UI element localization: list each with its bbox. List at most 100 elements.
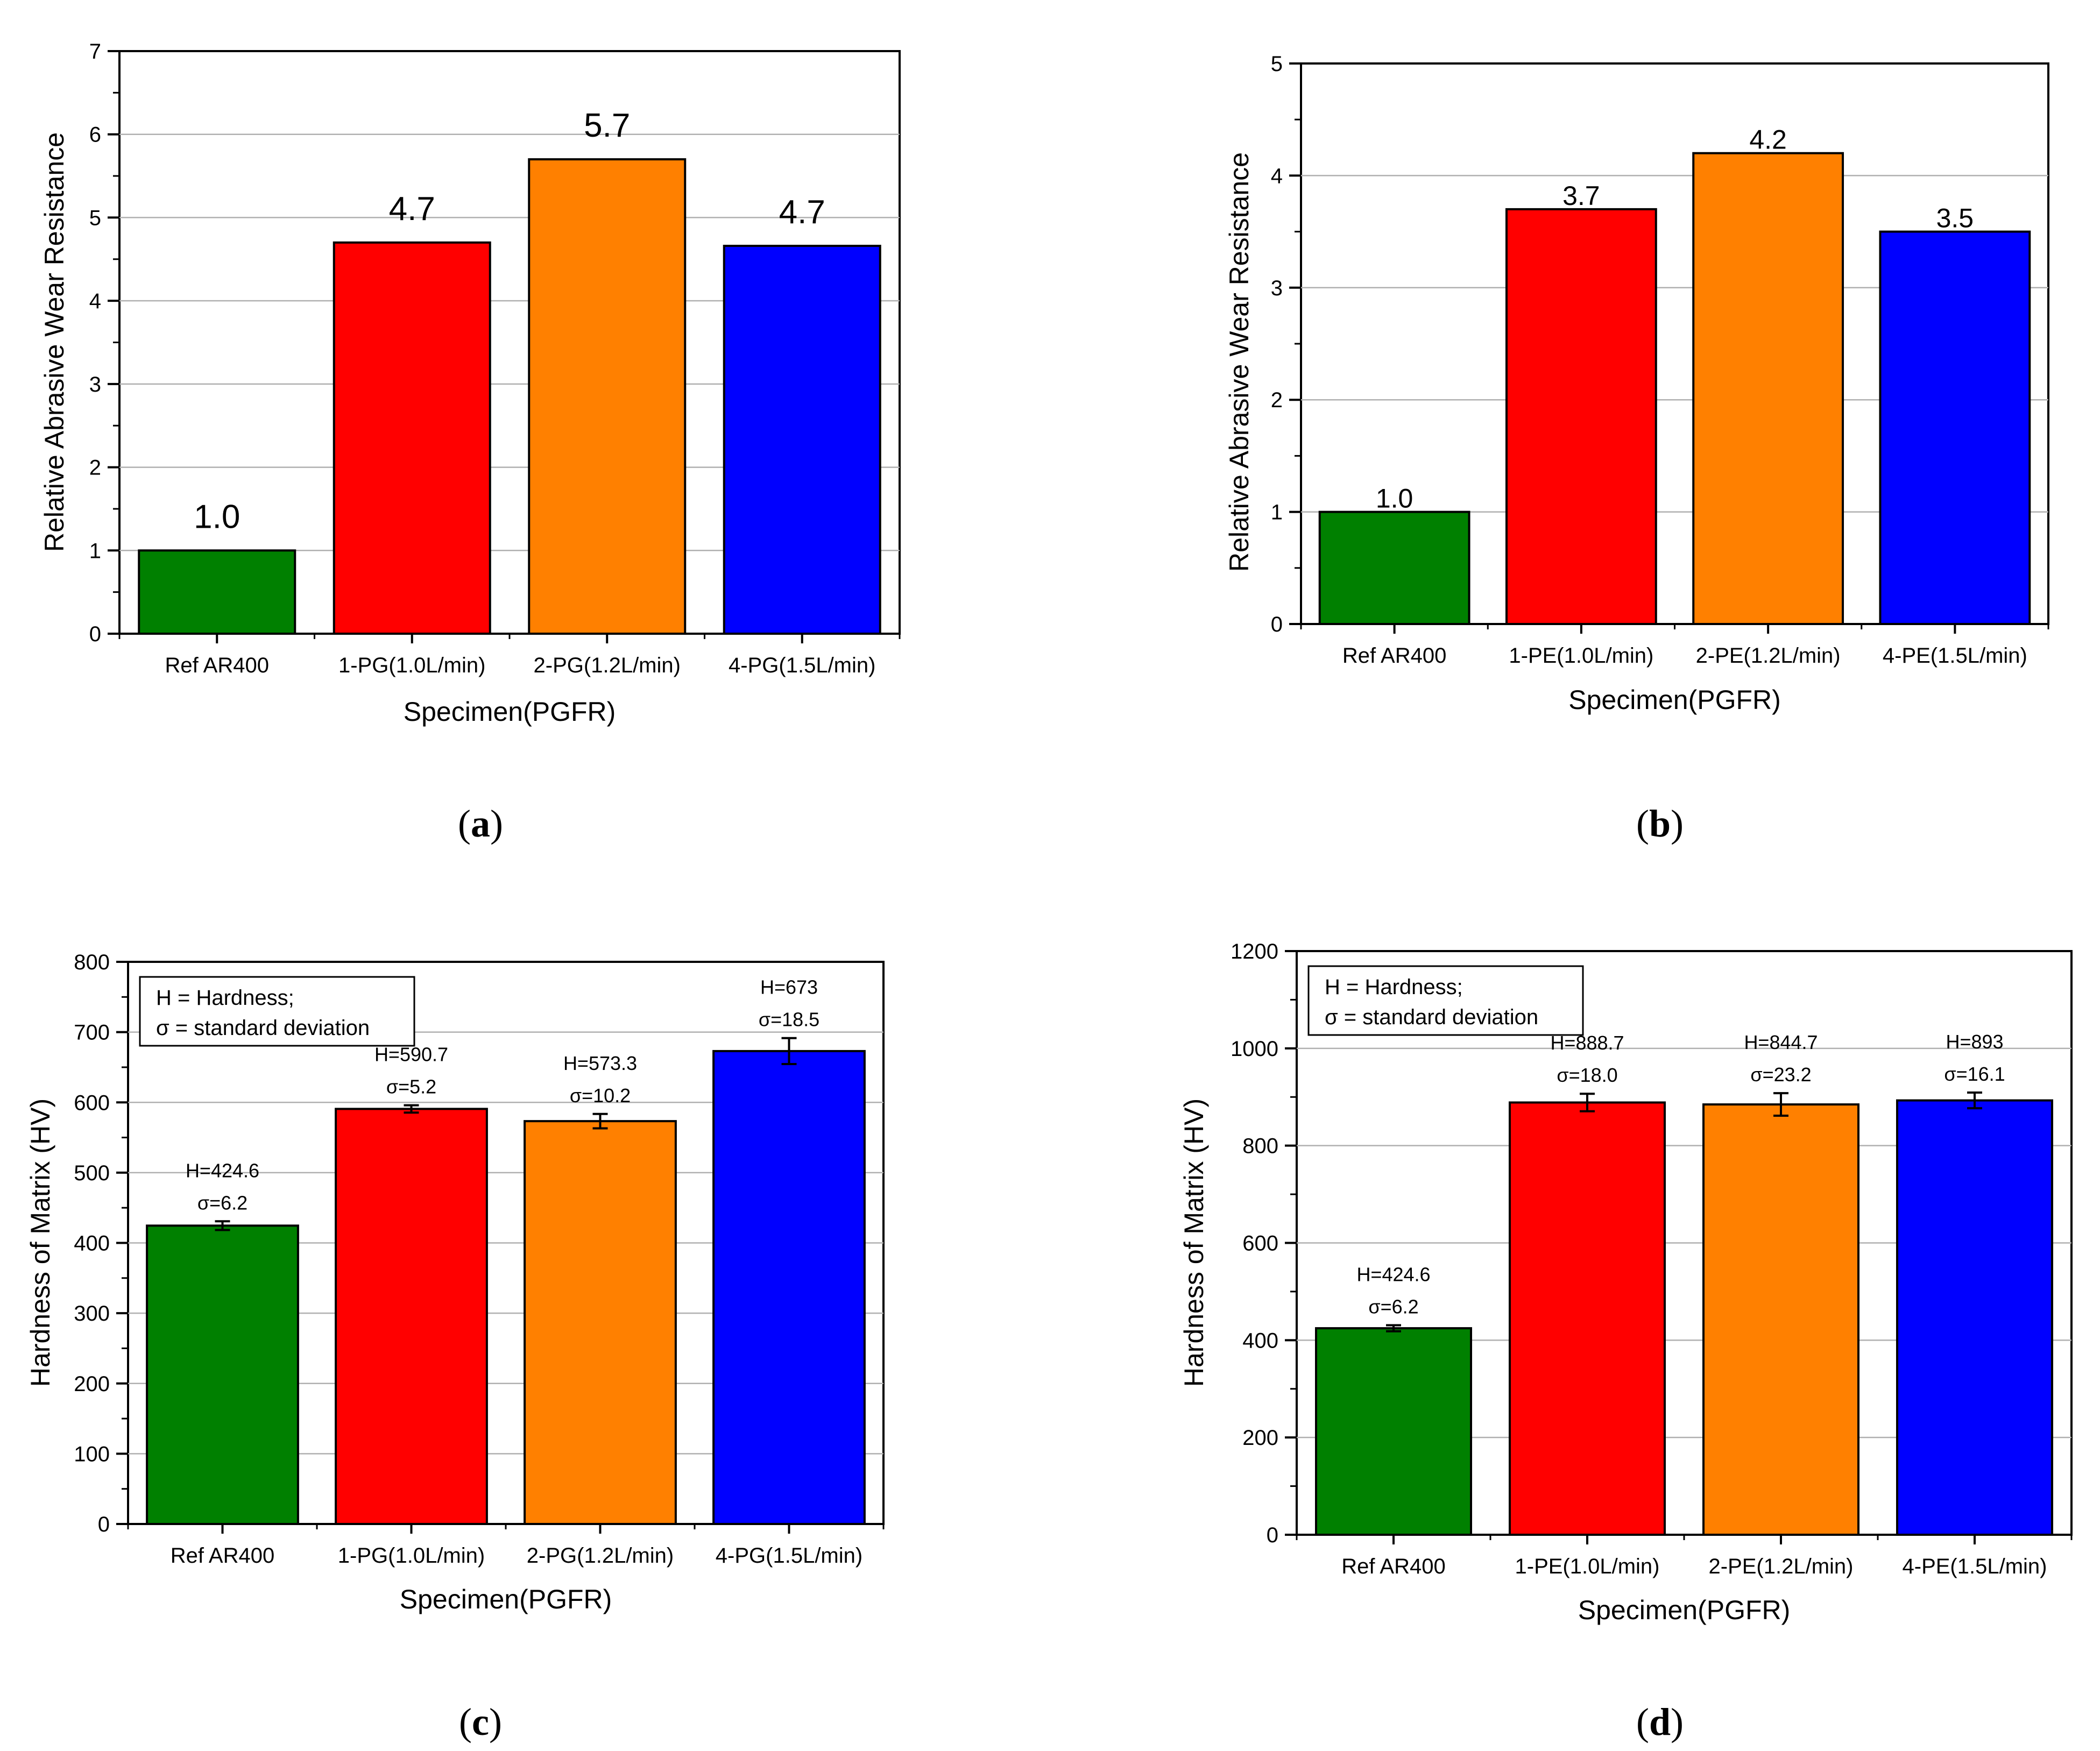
data-label-sigma: σ=18.5 xyxy=(759,1009,819,1031)
y-tick-label: 500 xyxy=(74,1161,110,1185)
data-label-sigma: σ=16.1 xyxy=(1944,1063,2005,1085)
x-tick-label: Ref AR400 xyxy=(1341,1555,1445,1578)
y-tick-label: 1 xyxy=(1271,501,1283,524)
legend-entry: H = Hardness; xyxy=(156,986,294,1010)
caption-open-paren: ( xyxy=(1636,1700,1649,1743)
data-label: 1.0 xyxy=(194,498,240,535)
data-label-h: H=673 xyxy=(760,976,818,998)
y-tick-label: 0 xyxy=(89,622,101,646)
y-tick-label: 400 xyxy=(1242,1329,1278,1352)
panel-caption: (d) xyxy=(1636,1700,1684,1743)
caption-open-paren: ( xyxy=(459,1700,472,1743)
legend-box xyxy=(139,976,415,1047)
y-axis-title: Relative Abrasive Wear Resistance xyxy=(1224,152,1254,572)
y-tick-label: 800 xyxy=(74,951,110,974)
x-tick-label: 1-PE(1.0L/min) xyxy=(1509,644,1653,668)
y-tick-label: 800 xyxy=(1242,1135,1278,1158)
y-axis-title: Hardness of Matrix (HV) xyxy=(25,1098,55,1387)
caption-close-paren: ) xyxy=(489,1700,502,1743)
data-label-sigma: σ=5.2 xyxy=(386,1076,436,1098)
x-tick-label: 1-PE(1.0L/min) xyxy=(1515,1555,1660,1578)
legend-entry: σ = standard deviation xyxy=(1325,1005,1538,1029)
bar-3 xyxy=(1692,152,1844,626)
data-label: 4.7 xyxy=(779,194,825,231)
panel-caption: (a) xyxy=(458,802,503,845)
panel-b: 0 1 2 3 4 5 Ref AR400 1.0 1-PE(1.0L/min) 3.7 2-PE(… xyxy=(1224,52,2049,845)
x-tick-label: Ref AR400 xyxy=(165,654,269,677)
bar-2 xyxy=(1505,208,1657,626)
y-axis-title: Hardness of Matrix (HV) xyxy=(1179,1098,1209,1387)
y-tick-label: 5 xyxy=(1271,52,1283,76)
y-tick-label: 0 xyxy=(98,1513,110,1536)
bar-2 xyxy=(333,241,491,635)
data-label-sigma: σ=6.2 xyxy=(197,1192,248,1214)
x-tick-label: Ref AR400 xyxy=(1342,644,1446,668)
panel-caption: (c) xyxy=(459,1700,502,1743)
legend-box xyxy=(1307,965,1584,1036)
panel-a: 0 1 2 3 4 5 6 7 Ref AR400 1.0 1-PG(1.0L/min) 4.7 2-P… xyxy=(39,40,901,845)
y-tick-label: 4 xyxy=(1271,164,1283,188)
x-tick-label: 1-PG(1.0L/min) xyxy=(338,654,485,677)
x-tick-label: 4-PG(1.5L/min) xyxy=(716,1544,862,1568)
bar-2 xyxy=(335,1108,488,1526)
x-axis-title: Specimen(PGFR) xyxy=(1578,1595,1791,1625)
caption-letter: c xyxy=(472,1700,489,1743)
data-label-sigma: σ=23.2 xyxy=(1750,1064,1811,1086)
data-label-h: H=424.6 xyxy=(1356,1263,1430,1285)
caption-letter: a xyxy=(471,802,490,845)
bar-2 xyxy=(1509,1101,1666,1536)
x-tick-label: 1-PG(1.0L/min) xyxy=(338,1544,485,1568)
x-axis-title: Specimen(PGFR) xyxy=(1568,685,1781,715)
data-label-sigma: σ=18.0 xyxy=(1557,1064,1617,1086)
x-tick-label: 2-PE(1.2L/min) xyxy=(1696,644,1841,668)
x-tick-label: Ref AR400 xyxy=(171,1544,274,1568)
data-label-h: H=893 xyxy=(1946,1031,2003,1053)
data-label-h: H=844.7 xyxy=(1744,1031,1818,1053)
y-tick-label: 2 xyxy=(89,456,101,480)
bar-3 xyxy=(528,158,687,635)
bar-3 xyxy=(524,1120,677,1526)
y-tick-label: 600 xyxy=(74,1091,110,1115)
data-label: 4.7 xyxy=(389,190,435,228)
bar-4 xyxy=(1896,1099,2053,1536)
data-label-h: H=573.3 xyxy=(563,1052,637,1074)
data-label-sigma: σ=10.2 xyxy=(570,1084,631,1107)
bar-1 xyxy=(1315,1327,1472,1536)
y-tick-label: 2 xyxy=(1271,388,1283,412)
bar-1 xyxy=(146,1224,299,1525)
y-tick-label: 200 xyxy=(1242,1426,1278,1450)
data-label-sigma: σ=6.2 xyxy=(1368,1295,1418,1317)
x-tick-label: 2-PG(1.2L/min) xyxy=(534,654,681,677)
bar-4 xyxy=(712,1050,866,1526)
caption-close-paren: ) xyxy=(490,802,503,845)
data-label-h: H=424.6 xyxy=(186,1159,259,1181)
data-label: 5.7 xyxy=(584,107,630,144)
x-tick-label: 4-PE(1.5L/min) xyxy=(1883,644,2027,668)
y-tick-label: 5 xyxy=(89,206,101,230)
bar-1 xyxy=(1318,511,1470,625)
y-tick-label: 700 xyxy=(74,1021,110,1045)
data-label: 3.5 xyxy=(1936,203,1974,233)
y-tick-label: 300 xyxy=(74,1302,110,1325)
y-tick-label: 6 xyxy=(89,123,101,147)
y-axis-title: Relative Abrasive Wear Resistance xyxy=(39,132,69,552)
x-tick-label: 4-PG(1.5L/min) xyxy=(729,654,875,677)
bar-4 xyxy=(1879,230,2031,626)
data-label: 1.0 xyxy=(1376,484,1413,514)
y-tick-label: 3 xyxy=(1271,277,1283,300)
panel-c: 0 100 200 300 400 500 600 700 800 Ref AR400 H=424.… xyxy=(25,951,885,1743)
y-tick-label: 1 xyxy=(89,539,101,563)
data-label: 4.2 xyxy=(1749,125,1787,155)
bar-3 xyxy=(1702,1103,1859,1536)
x-tick-label: 2-PG(1.2L/min) xyxy=(527,1544,674,1568)
x-tick-label: 4-PE(1.5L/min) xyxy=(1903,1555,2047,1578)
y-tick-label: 1200 xyxy=(1231,940,1278,963)
y-tick-label: 7 xyxy=(89,40,101,63)
y-tick-label: 3 xyxy=(89,373,101,396)
bar-4 xyxy=(723,245,881,635)
panel-d: 0 200 400 600 800 1000 1200 Ref AR400 H=424.6 σ=6… xyxy=(1179,940,2073,1743)
y-tick-label: 0 xyxy=(1271,613,1283,636)
legend-entry: H = Hardness; xyxy=(1325,975,1463,999)
y-tick-label: 1000 xyxy=(1231,1037,1278,1061)
y-tick-label: 200 xyxy=(74,1372,110,1396)
